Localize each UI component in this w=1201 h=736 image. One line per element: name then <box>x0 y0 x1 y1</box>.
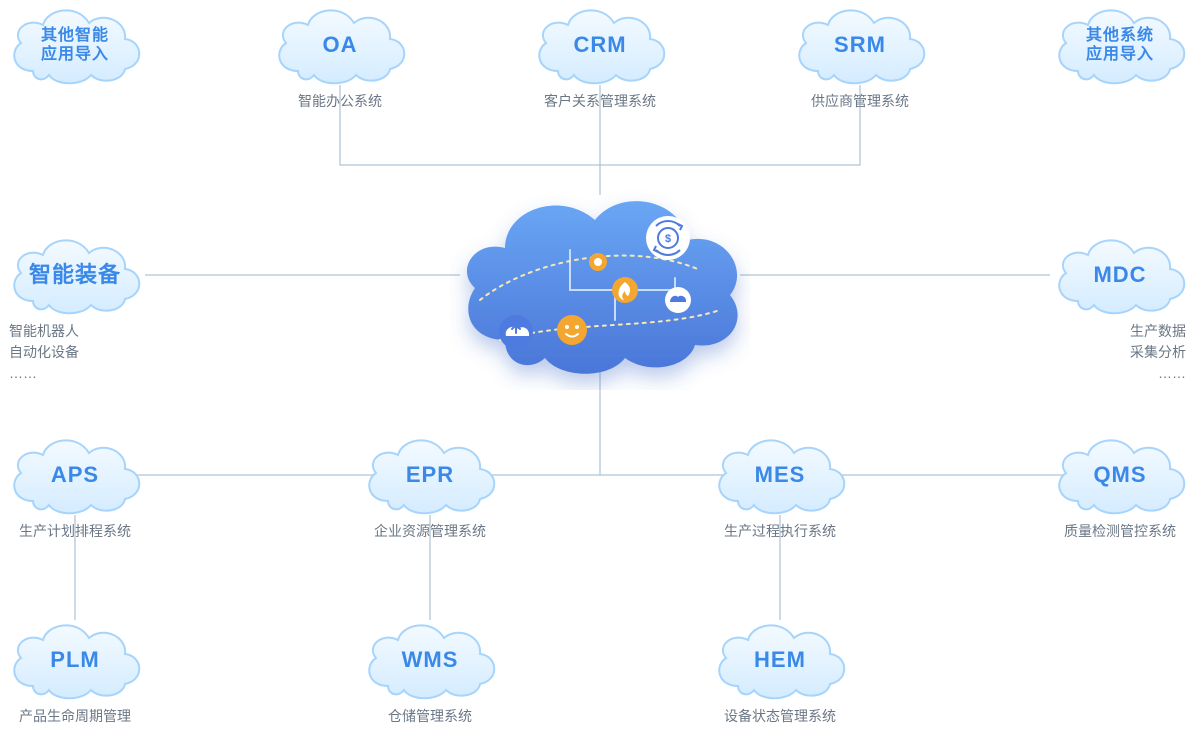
node-title: 智能装备 <box>5 264 145 286</box>
node-title: 其他智能 应用导入 <box>5 26 145 64</box>
node-srm: SRM 供应商管理系统 <box>790 5 930 112</box>
node-epr: EPR 企业资源管理系统 <box>360 435 500 542</box>
center-cloud: $ <box>450 180 750 380</box>
node-other_sys: 其他系统 应用导入 <box>1050 5 1190 85</box>
node-mdc: MDC 生产数据 采集分析 …… <box>1050 235 1190 384</box>
cloud-icon: WMS <box>360 620 500 700</box>
node-subtitle: 生产数据 采集分析 …… <box>1050 321 1190 384</box>
cloud-icon: CRM <box>530 5 670 85</box>
node-smart_equip: 智能装备智能机器人 自动化设备 …… <box>5 235 145 384</box>
node-title: PLM <box>5 649 145 671</box>
node-title: SRM <box>790 34 930 56</box>
node-mes: MES 生产过程执行系统 <box>710 435 850 542</box>
node-subtitle: 设备状态管理系统 <box>710 706 850 727</box>
node-title: EPR <box>360 464 500 486</box>
node-subtitle: 生产计划排程系统 <box>5 521 145 542</box>
node-wms: WMS 仓储管理系统 <box>360 620 500 727</box>
node-title: MDC <box>1050 264 1190 286</box>
node-subtitle: 供应商管理系统 <box>790 91 930 112</box>
cloud-icon: MDC <box>1050 235 1190 315</box>
cloud-icon: 智能装备 <box>5 235 145 315</box>
cloud-icon: QMS <box>1050 435 1190 515</box>
node-subtitle: 客户关系管理系统 <box>530 91 670 112</box>
node-subtitle: 企业资源管理系统 <box>360 521 500 542</box>
node-subtitle: 生产过程执行系统 <box>710 521 850 542</box>
node-title: QMS <box>1050 464 1190 486</box>
node-other_smart: 其他智能 应用导入 <box>5 5 145 85</box>
node-title: OA <box>270 34 410 56</box>
node-plm: PLM 产品生命周期管理 <box>5 620 145 727</box>
node-subtitle: 智能办公系统 <box>270 91 410 112</box>
cloud-icon: PLM <box>5 620 145 700</box>
node-hem: HEM 设备状态管理系统 <box>710 620 850 727</box>
node-subtitle: 质量检测管控系统 <box>1050 521 1190 542</box>
cloud-icon: EPR <box>360 435 500 515</box>
node-aps: APS 生产计划排程系统 <box>5 435 145 542</box>
cloud-icon: HEM <box>710 620 850 700</box>
node-oa: OA 智能办公系统 <box>270 5 410 112</box>
node-subtitle: 仓储管理系统 <box>360 706 500 727</box>
node-qms: QMS 质量检测管控系统 <box>1050 435 1190 542</box>
node-crm: CRM 客户关系管理系统 <box>530 5 670 112</box>
node-subtitle: 智能机器人 自动化设备 …… <box>5 321 145 384</box>
svg-text:$: $ <box>665 233 671 245</box>
node-title: WMS <box>360 649 500 671</box>
cloud-icon: 其他系统 应用导入 <box>1050 5 1190 85</box>
cloud-icon: MES <box>710 435 850 515</box>
cloud-icon: 其他智能 应用导入 <box>5 5 145 85</box>
cloud-icon: SRM <box>790 5 930 85</box>
node-title: APS <box>5 464 145 486</box>
node-title: HEM <box>710 649 850 671</box>
node-title: 其他系统 应用导入 <box>1050 26 1190 64</box>
node-title: CRM <box>530 34 670 56</box>
node-title: MES <box>710 464 850 486</box>
node-subtitle: 产品生命周期管理 <box>5 706 145 727</box>
cloud-icon: OA <box>270 5 410 85</box>
cloud-icon: APS <box>5 435 145 515</box>
